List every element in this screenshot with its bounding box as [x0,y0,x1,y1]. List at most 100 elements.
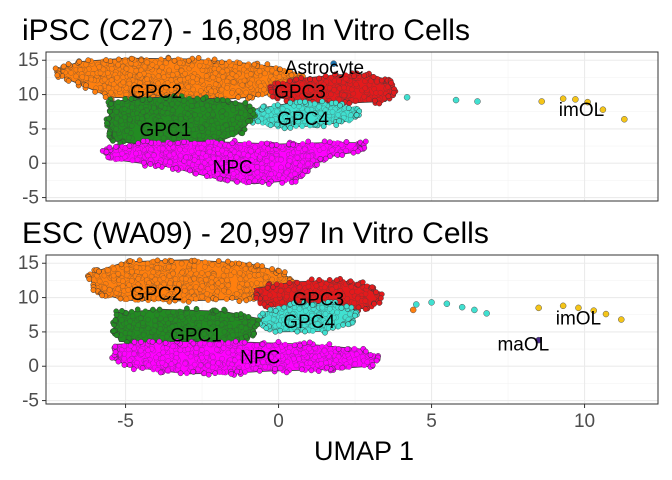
cell-point [223,163,230,170]
cell-point [212,370,218,377]
cell-point [246,169,253,176]
cell-point [308,276,315,283]
cell-point [270,316,277,323]
cluster-npc [99,137,369,187]
cluster-label-astrocyte: Astrocyte [285,58,364,79]
cell-point [296,306,303,312]
cell-point [302,146,308,153]
cell-point [326,139,333,145]
cell-point [331,87,337,93]
cell-point [242,100,249,106]
cell-point [205,129,211,136]
cell-point [316,75,323,82]
cell-point [119,150,125,157]
cell-point [106,287,113,293]
cell-point [299,171,306,178]
cell-point [248,157,255,164]
cell-point [225,340,232,346]
cell-point [199,293,205,300]
cell-point [253,342,260,349]
cell-point [291,286,297,293]
cell-point [210,155,217,162]
cell-point [129,157,136,164]
cell-point [325,299,331,306]
cell-point [194,366,201,373]
cell-point [191,157,198,163]
cell-point [372,97,378,104]
cell-point [332,100,339,106]
cell-point [232,100,239,106]
cell-point [113,312,120,318]
cell-point [183,370,190,377]
cell-point [275,339,282,345]
cell-point [346,364,352,370]
cell-point [273,70,280,76]
cell-point [281,304,288,311]
cell-point [378,77,385,84]
cell-point [353,351,360,358]
cell-point [323,359,330,366]
cell-point [174,338,181,345]
cell-point [178,313,185,320]
cell-point [292,160,299,166]
cell-point [319,98,325,105]
cell-point [166,263,172,270]
cell-point [224,85,230,91]
cell-point [255,91,262,98]
cell-point [174,64,180,71]
cell-point [272,307,279,314]
cell-point [376,100,383,107]
points [52,54,628,187]
cluster-gpc2 [85,257,296,305]
cell-point [291,117,298,123]
cell-point [215,130,222,136]
cell-point [182,70,188,77]
cluster-label-maol: maOL [497,335,549,356]
cell-point [239,162,245,168]
cell-point [320,145,327,151]
cell-point [269,161,275,167]
cell-point [273,108,280,115]
cell-point [302,328,308,335]
cell-point [326,277,333,283]
cell-point [140,331,147,338]
cell-point [113,143,119,150]
cell-point [220,272,227,279]
cell-point [159,359,166,366]
cell-point [214,320,221,326]
cell-point [335,346,342,352]
cell-point [236,284,243,291]
cell-point [302,87,309,93]
cell-point [260,150,266,157]
cell-point [220,345,227,351]
cell-point [165,55,172,62]
cell-point [230,79,237,85]
cell-point [209,364,216,371]
cell-point [223,268,230,274]
cell-point [294,328,301,335]
cell-point [134,156,141,163]
cell-point [224,177,231,184]
cell-point [409,306,417,314]
x-axis-label: UMAP 1 [314,436,414,466]
cell-point [237,311,244,317]
cell-point [210,111,216,118]
panel-title: ESC (WA09) - 20,997 In Vitro Cells [22,217,489,250]
cell-point [297,342,303,349]
cell-point [264,61,271,67]
cluster-label-gpc1: GPC1 [139,120,191,141]
cell-point [602,310,610,318]
cell-point [154,264,160,271]
cell-point [200,95,207,102]
cell-point [352,312,358,319]
cell-point [199,106,206,112]
cell-point [336,118,342,124]
cell-point [119,308,125,314]
cell-point [176,60,183,66]
cell-point [243,349,250,356]
cell-point [196,62,203,69]
cell-point [150,284,157,291]
cell-point [243,297,250,304]
cell-point [193,170,199,177]
